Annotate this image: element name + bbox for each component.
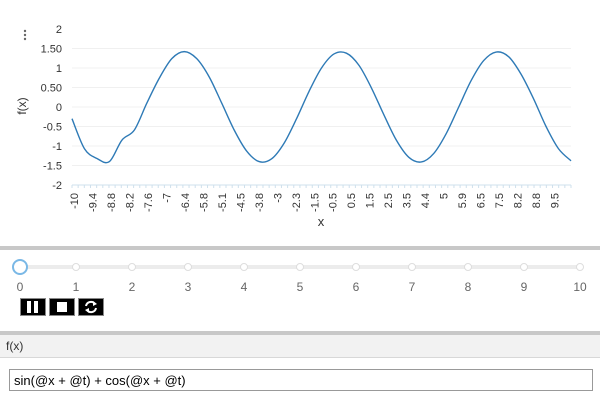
slider-label: 5 xyxy=(296,280,304,294)
y-tick-label: 2 xyxy=(56,24,62,36)
x-tick-label: 0.5 xyxy=(346,193,358,208)
menu-icon[interactable] xyxy=(23,29,27,41)
y-tick-label: -1.5 xyxy=(43,161,62,173)
loop-button[interactable] xyxy=(78,298,104,316)
x-tick-label: -10 xyxy=(69,193,81,209)
pause-button[interactable] xyxy=(20,298,46,316)
x-tick-label: 9.5 xyxy=(550,193,562,208)
x-tick-label: -1.5 xyxy=(309,193,321,212)
slider-step-dot[interactable] xyxy=(352,263,360,271)
x-tick-label: -3 xyxy=(272,193,284,203)
x-tick-label: -2.3 xyxy=(291,193,303,212)
slider-step-dot[interactable] xyxy=(184,263,192,271)
x-tick-label: 2.5 xyxy=(383,193,395,208)
slider-step-dot[interactable] xyxy=(464,263,472,271)
y-tick-label: -2 xyxy=(52,180,62,192)
pause-icon xyxy=(27,301,38,313)
y-tick-label: 0 xyxy=(56,102,62,114)
x-axis-label: x xyxy=(318,214,325,229)
slider-label: 10 xyxy=(573,280,587,294)
panel-divider xyxy=(0,331,600,335)
slider-step-dot[interactable] xyxy=(296,263,304,271)
x-tick-label: 5 xyxy=(439,193,451,199)
slider-label: 8 xyxy=(464,280,472,294)
stop-button[interactable] xyxy=(49,298,75,316)
panel-title: f(x) xyxy=(6,339,24,353)
slider-step-dot[interactable] xyxy=(520,263,528,271)
x-tick-label: -7.6 xyxy=(143,193,155,212)
x-tick-label: -0.5 xyxy=(328,193,340,212)
slider-label: 0 xyxy=(16,280,24,294)
slider-label: 1 xyxy=(72,280,80,294)
x-tick-label: -3.8 xyxy=(254,193,266,212)
y-tick-label: 0.50 xyxy=(41,83,62,95)
loop-icon xyxy=(85,300,97,314)
slider-step-dot[interactable] xyxy=(128,263,136,271)
slider-label: 4 xyxy=(240,280,248,294)
x-tick-label: -8.8 xyxy=(106,193,118,212)
x-tick-label: 4.4 xyxy=(420,193,432,208)
series-line xyxy=(71,50,572,164)
chart-divider xyxy=(0,246,600,250)
x-tick-label: -6.4 xyxy=(180,193,192,212)
y-tick-label: -0.5 xyxy=(43,122,62,134)
y-tick-label: 1.50 xyxy=(41,44,62,56)
y-axis-label: f(x) xyxy=(15,97,29,114)
x-tick-label: -9.4 xyxy=(87,193,99,212)
x-tick-label: 8.2 xyxy=(513,193,525,208)
x-tick-label: 7.5 xyxy=(494,193,506,208)
x-tick-label: 1.5 xyxy=(365,193,377,208)
x-tick-label: -8.2 xyxy=(124,193,136,212)
slider-step-dot[interactable] xyxy=(240,263,248,271)
x-tick-label: 5.9 xyxy=(457,193,469,208)
slider-label: 7 xyxy=(408,280,416,294)
slider-step-dot[interactable] xyxy=(576,263,584,271)
slider-label: 9 xyxy=(520,280,528,294)
y-tick-label: 1 xyxy=(56,63,62,75)
x-tick-label: -5.1 xyxy=(217,193,229,212)
x-tick-label: 8.8 xyxy=(531,193,543,208)
x-tick-label: -5.8 xyxy=(198,193,210,212)
chart-grid xyxy=(72,48,571,166)
time-slider-handle[interactable] xyxy=(12,259,28,275)
x-tick-label: -7 xyxy=(161,193,173,203)
slider-label: 3 xyxy=(184,280,192,294)
x-tick-label: 6.5 xyxy=(476,193,488,208)
y-tick-label: -1 xyxy=(52,141,62,153)
y-axis-ticks: 2 1.50 1 0.50 0 -0.5 -1 -1.5 -2 xyxy=(41,24,62,192)
x-tick-label: 3.5 xyxy=(402,193,414,208)
slider-label: 2 xyxy=(128,280,136,294)
function-panel-header[interactable]: f(x) xyxy=(0,335,600,358)
slider-step-dot[interactable] xyxy=(72,263,80,271)
x-tick-label: -4.5 xyxy=(235,193,247,212)
stop-icon xyxy=(57,302,67,312)
slider-step-dot[interactable] xyxy=(408,263,416,271)
expression-input[interactable] xyxy=(9,369,593,391)
x-axis-ticks: -10 -9.4 -8.8 -8.2 -7.6 -7 -6.4 -5.8 -5.1 -4.5 -3.… xyxy=(69,185,572,212)
time-slider-track[interactable] xyxy=(20,263,584,271)
slider-label: 6 xyxy=(352,280,360,294)
